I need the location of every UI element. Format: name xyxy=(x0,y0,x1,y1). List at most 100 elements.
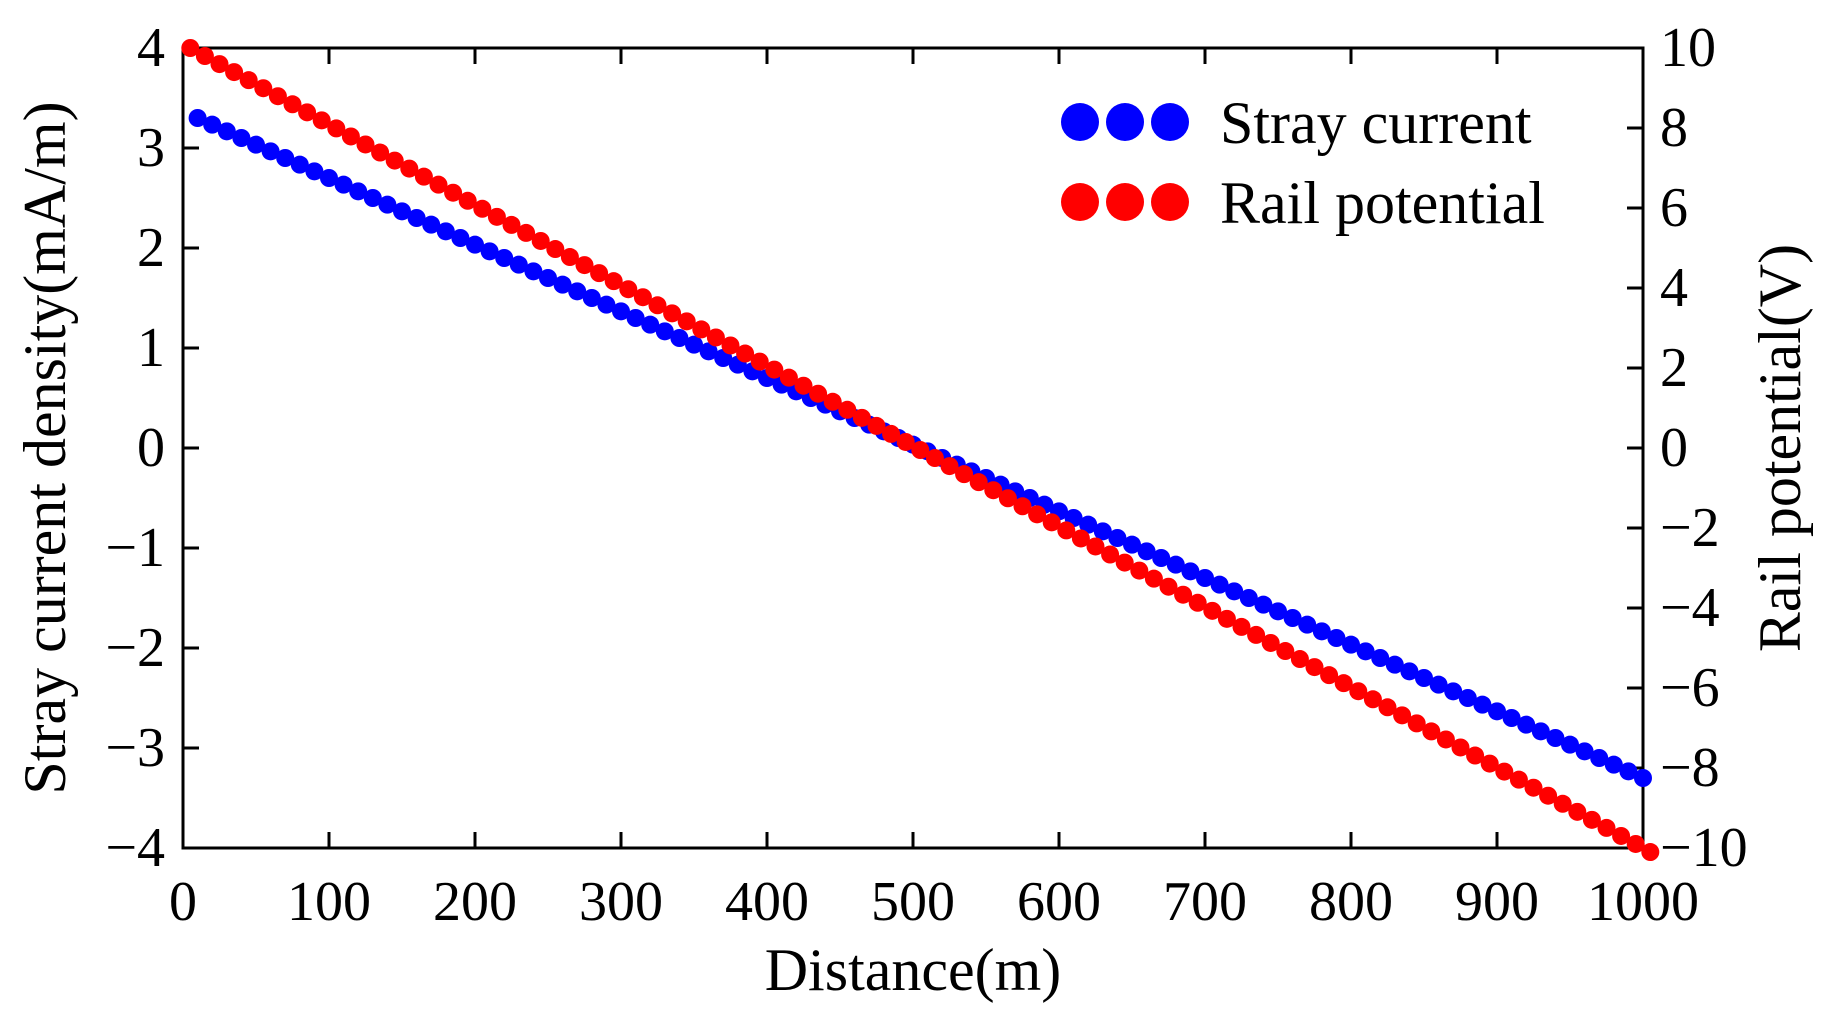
rail-potential-point xyxy=(1466,746,1485,765)
rail-potential-point xyxy=(1261,633,1280,652)
stray-current-point xyxy=(1239,589,1258,607)
rail-potential-point xyxy=(473,199,492,218)
stray-current-point xyxy=(1590,749,1609,767)
rail-potential-point xyxy=(765,360,784,379)
rail-potential-point xyxy=(1597,818,1616,837)
y-axis-right-title: Rail potential(V) xyxy=(1747,244,1813,652)
rail-potential-point xyxy=(925,449,944,468)
rail-potential-point xyxy=(882,424,901,443)
rail-potential-point xyxy=(1568,802,1587,821)
stray-current-point xyxy=(247,135,265,154)
rail-potential-point xyxy=(195,47,214,66)
rail-potential-point xyxy=(1509,770,1528,789)
rail-potential-point xyxy=(517,223,536,242)
stray-current-point xyxy=(1531,722,1550,741)
rail-potential-point xyxy=(1086,537,1105,556)
rail-potential-point xyxy=(239,71,258,90)
rail-potential-point xyxy=(444,183,463,202)
stray-current-point xyxy=(626,309,645,327)
rail-potential-point xyxy=(1057,521,1076,540)
x-tick-label: 1000 xyxy=(1587,871,1699,933)
y-left-tick-label: −3 xyxy=(105,717,165,779)
rail-potential-point xyxy=(1013,497,1032,516)
x-tick-label: 700 xyxy=(1163,871,1247,933)
rail-potential-point xyxy=(1217,609,1236,628)
stray-current-point xyxy=(524,262,543,281)
rail-potential-point xyxy=(1422,722,1441,741)
rail-potential-point xyxy=(838,400,857,419)
rail-potential-point xyxy=(1290,650,1309,669)
rail-potential-point xyxy=(458,191,477,210)
stray-current-point xyxy=(1108,529,1127,547)
rail-potential-point xyxy=(225,63,244,82)
stray-current-point xyxy=(436,222,455,241)
y-right-tick-label: −6 xyxy=(1660,657,1720,719)
tick-labels: 0 100 200 300 400 500 600 700 800 900 100043210−1−… xyxy=(105,17,1747,933)
stray-current-point xyxy=(290,155,309,174)
rail-potential-point xyxy=(1320,666,1339,685)
rail-potential-point xyxy=(283,95,302,114)
stray-current-point xyxy=(1079,515,1098,534)
rail-potential-point xyxy=(940,457,959,476)
stray-current-point xyxy=(1502,709,1521,727)
y-right-tick-label: 2 xyxy=(1660,337,1688,399)
rail-potential-point xyxy=(487,207,506,226)
stray-current-point xyxy=(1575,742,1594,761)
rail-potential-point xyxy=(1159,577,1178,596)
stray-current-point xyxy=(1546,729,1565,747)
y-right-tick-label: −4 xyxy=(1660,577,1720,639)
stray-current-point xyxy=(495,249,514,267)
y-left-tick-label: 1 xyxy=(137,317,165,379)
rail-potential-point xyxy=(663,304,682,323)
legend: Stray current Rail potential xyxy=(1061,90,1545,236)
rail-potential-point xyxy=(254,79,273,98)
stray-current-point xyxy=(1604,755,1623,774)
rail-potential-point xyxy=(341,127,360,146)
rail-potential-point xyxy=(371,143,390,162)
rail-potential-point xyxy=(1028,505,1047,524)
stray-current-point xyxy=(1312,622,1331,641)
stray-current-point xyxy=(1196,569,1214,587)
stray-current-point xyxy=(232,129,251,147)
stray-current-point xyxy=(1342,635,1360,654)
rail-potential-point xyxy=(1641,843,1660,862)
stray-current-point xyxy=(276,149,295,167)
rail-potential-point xyxy=(1188,593,1207,612)
stray-current-point xyxy=(1269,602,1287,621)
x-tick-label: 600 xyxy=(1017,871,1101,933)
rail-potential-point xyxy=(210,55,229,74)
rail-potential-point xyxy=(502,215,521,234)
stray-current-point xyxy=(582,289,601,307)
rail-potential-point xyxy=(706,328,725,347)
stray-current-point xyxy=(1123,535,1141,554)
ticks xyxy=(181,46,1645,850)
rail-potential-point xyxy=(268,87,287,106)
rail-potential-point xyxy=(604,272,623,291)
rail-potential-point xyxy=(356,135,375,154)
rail-potential-point xyxy=(794,376,813,395)
stray-current-point xyxy=(1181,562,1200,581)
stray-current-point xyxy=(1283,609,1302,627)
rail-potential-point xyxy=(1130,561,1149,580)
stray-current-point xyxy=(1385,655,1404,674)
rail-potential-point xyxy=(1393,706,1412,725)
rail-potential-point xyxy=(736,344,755,363)
legend-label-stray-current: Stray current xyxy=(1220,90,1532,156)
x-tick-label: 500 xyxy=(871,871,955,933)
x-tick-label: 900 xyxy=(1455,871,1539,933)
rail-potential-point xyxy=(750,352,769,371)
stray-current-point xyxy=(305,162,324,181)
rail-potential-point xyxy=(1115,553,1134,572)
stray-current-point xyxy=(509,255,528,274)
stray-current-point xyxy=(1093,522,1112,541)
rail-potential-point xyxy=(1539,786,1558,805)
stray-current-point xyxy=(699,342,718,361)
rail-potential-point xyxy=(429,175,448,194)
rail-potential-point xyxy=(633,288,652,307)
rail-potential-point xyxy=(1582,810,1601,829)
y-left-tick-label: −4 xyxy=(105,817,165,879)
rail-potential-point xyxy=(1451,738,1470,757)
stray-current-point xyxy=(670,329,689,347)
rail-potential-point xyxy=(1101,545,1120,564)
